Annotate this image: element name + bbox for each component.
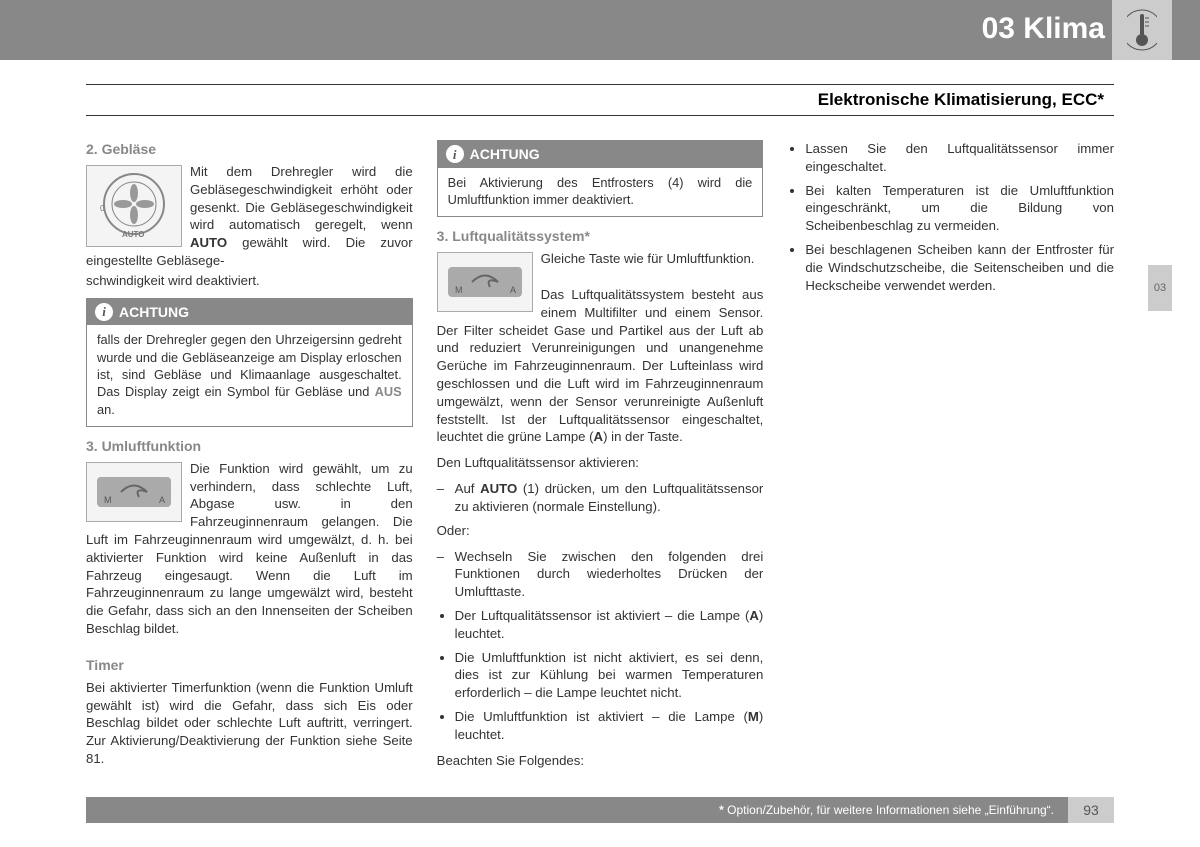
airqual-button-figure: M A — [437, 252, 533, 312]
list-item: Die Umluftfunktion ist aktiviert – die L… — [455, 708, 764, 744]
svg-text:AUTO: AUTO — [122, 230, 145, 239]
achtung-body: falls der Drehregler gegen den Uhrzeiger… — [87, 325, 412, 425]
info-icon: i — [446, 145, 464, 163]
chapter-title: 03 Klima — [982, 12, 1105, 46]
header-bar: 03 Klima — [0, 0, 1200, 60]
list-item: Bei kalten Temperaturen ist die Umluftfu… — [805, 182, 1114, 235]
bullet-list: Der Luftqualitätssensor ist aktiviert – … — [437, 607, 764, 744]
svg-text:A: A — [159, 495, 165, 505]
heading-luftqual: 3. Luftqualitätssystem* — [437, 227, 764, 246]
info-icon: i — [95, 303, 113, 321]
text-bold: AUTO — [190, 235, 227, 250]
list-item: Die Umluftfunktion ist nicht aktiviert, … — [455, 649, 764, 702]
para-geblase: 0 AUTO Mit dem Drehregler wird die Geblä… — [86, 163, 413, 270]
para-activate: Den Luftqualitätssensor aktivieren: — [437, 454, 764, 472]
section-title: Elektronische Klimatisierung, ECC* — [86, 84, 1114, 116]
fan-dial-figure: 0 AUTO — [86, 165, 182, 247]
achtung-label: ACHTUNG — [470, 145, 540, 164]
heading-geblase: 2. Gebläse — [86, 140, 413, 159]
dash-list: Auf AUTO (1) drücken, um den Luftqualitä… — [437, 480, 764, 516]
side-tab: 03 — [1148, 265, 1172, 311]
heading-umluft: 3. Umluftfunktion — [86, 437, 413, 456]
para-timer: Bei aktivierter Timerfunktion (wenn die … — [86, 679, 413, 768]
recirc-button-figure: M A — [86, 462, 182, 522]
bullet-list: Lassen Sie den Luftqualitätssensor immer… — [787, 140, 1114, 295]
achtung-header: i ACHTUNG — [87, 299, 412, 326]
text-bold: A — [594, 429, 604, 444]
svg-text:A: A — [510, 285, 516, 295]
footer-text: Option/Zubehör, für weitere Informatione… — [724, 803, 1054, 817]
text: Gleiche Taste wie für Umluftfunktion. — [541, 251, 755, 266]
text: ) in der Taste. — [603, 429, 683, 444]
note-heading: Beachten Sie Folgendes: — [437, 752, 764, 770]
dash-list: Wechseln Sie zwischen den folgenden drei… — [437, 548, 764, 601]
list-item: Der Luftqualitätssensor ist aktiviert – … — [455, 607, 764, 643]
achtung-body: Bei Aktivierung des Entfrosters (4) wird… — [438, 168, 763, 217]
achtung-header: i ACHTUNG — [438, 141, 763, 168]
list-item: Wechseln Sie zwischen den folgenden drei… — [437, 548, 764, 601]
svg-text:M: M — [455, 285, 463, 295]
footer-bar: * Option/Zubehör, für weitere Informatio… — [86, 797, 1114, 823]
thermometer-icon — [1112, 0, 1172, 60]
page-number: 93 — [1068, 797, 1114, 823]
list-item: Auf AUTO (1) drücken, um den Luftqualitä… — [437, 480, 764, 516]
oder: Oder: — [437, 522, 764, 540]
list-item: Lassen Sie den Luftqualitätssensor immer… — [805, 140, 1114, 176]
content-columns: 2. Gebläse 0 AUTO Mit dem Drehregler wir… — [86, 140, 1114, 787]
para-umluft: M A Die Funktion wird gewählt, um zu ver… — [86, 460, 413, 638]
svg-text:M: M — [104, 495, 112, 505]
svg-text:0: 0 — [100, 204, 105, 213]
text: Mit dem Drehregler wird die Gebläsegesch… — [190, 164, 413, 232]
list-item: Bei beschlagenen Scheiben kann der Entfr… — [805, 241, 1114, 294]
heading-timer: Timer — [86, 656, 413, 675]
achtung-label: ACHTUNG — [119, 303, 189, 322]
para-luftqual: M A Gleiche Taste wie für Umluftfunktion… — [437, 250, 764, 446]
achtung-box: i ACHTUNG Bei Aktivierung des Entfroster… — [437, 140, 764, 217]
achtung-box: i ACHTUNG falls der Drehregler gegen den… — [86, 298, 413, 427]
para-geblase-cont: schwindigkeit wird deaktiviert. — [86, 272, 413, 290]
